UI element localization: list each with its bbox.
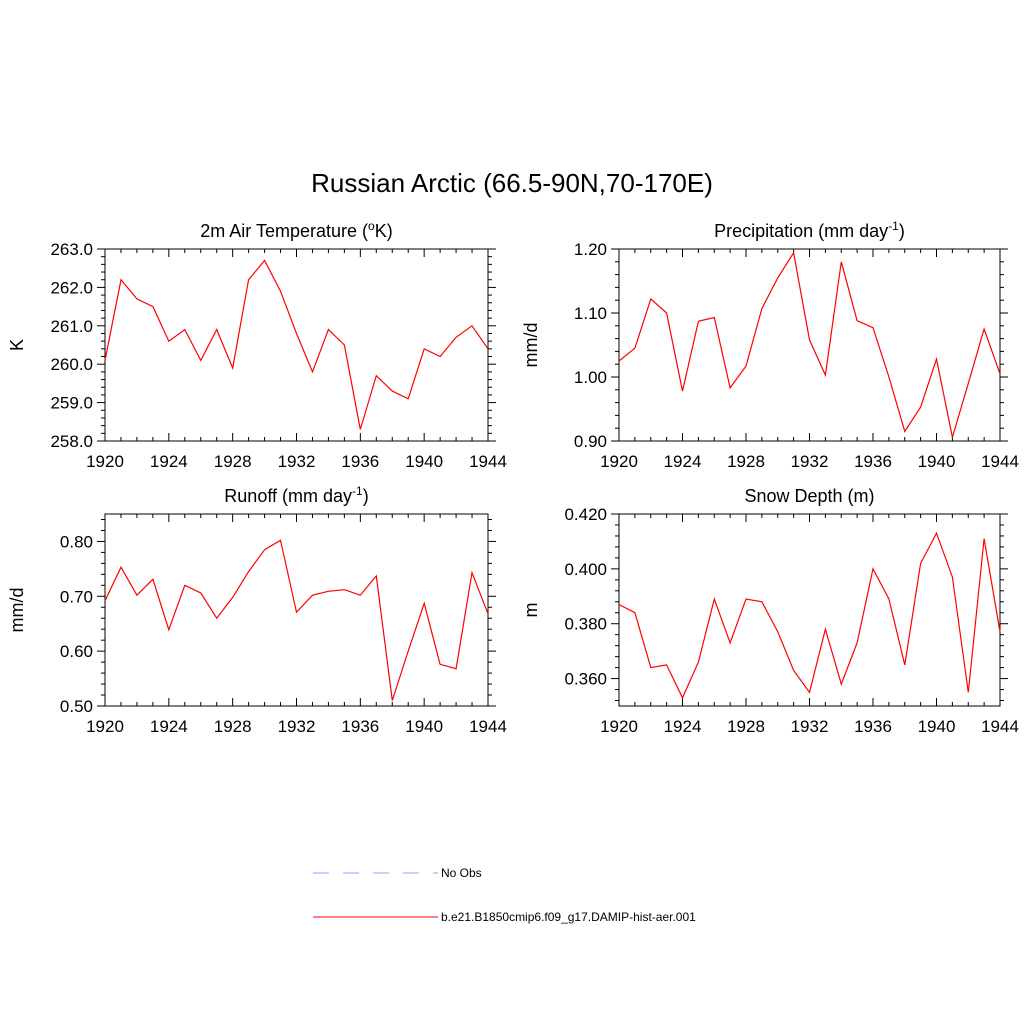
panel-title-text: Precipitation (mm day — [714, 221, 888, 241]
y-tick-label: 262.0 — [50, 278, 93, 297]
legend-label: No Obs — [441, 866, 482, 880]
panel-title: Precipitation (mm day-1) — [714, 219, 905, 241]
panel-1: 2m Air Temperature (oK) 1920 1924 1928 1932 1… — [7, 219, 507, 471]
series-line — [104, 259, 489, 430]
x-tick-label: 1928 — [727, 717, 765, 736]
plot-frame — [618, 513, 1001, 707]
y-tick-label: 0.90 — [574, 432, 607, 451]
series-line — [618, 531, 1001, 700]
x-tick-label: 1932 — [791, 452, 829, 471]
x-tick-label: 1936 — [341, 452, 379, 471]
x-tick-label: 1928 — [214, 717, 252, 736]
x-tick-label: 1932 — [278, 452, 316, 471]
y-tick-label: 258.0 — [50, 432, 93, 451]
plot-frame — [104, 248, 489, 442]
x-tick-label: 1940 — [405, 717, 443, 736]
y-tick-label: 1.00 — [574, 368, 607, 387]
y-tick-label: 260.0 — [50, 355, 93, 374]
x-tick-label: 1944 — [469, 717, 507, 736]
figure-title: Russian Arctic (66.5-90N,70-170E) — [311, 168, 713, 198]
panel-title: Snow Depth (m) — [744, 486, 874, 506]
y-tick-label: 1.10 — [574, 304, 607, 323]
panel-title-superscript: -1 — [352, 484, 363, 498]
legend-label: b.e21.B1850cmip6.f09_g17.DAMIP-hist-aer.… — [441, 910, 696, 924]
y-tick-label: 0.400 — [564, 560, 607, 579]
legend: No Obs b.e21.B1850cmip6.f09_g17.DAMIP-his… — [313, 866, 696, 924]
y-tick-label: 0.60 — [60, 642, 93, 661]
y-axis-label: K — [7, 339, 27, 351]
y-tick-label: 0.70 — [60, 587, 93, 606]
y-tick-label: 261.0 — [50, 317, 93, 336]
plot-frame — [618, 248, 1001, 442]
x-tick-label: 1920 — [600, 452, 638, 471]
x-tick-label: 1924 — [664, 452, 702, 471]
panel-title-text: Snow Depth (m) — [744, 486, 874, 506]
x-tick-label: 1936 — [854, 452, 892, 471]
x-tick-label: 1928 — [727, 452, 765, 471]
y-tick-label: 1.20 — [574, 240, 607, 259]
panel-title-text: Runoff (mm day — [224, 486, 352, 506]
x-tick-label: 1940 — [918, 717, 956, 736]
y-tick-label: 0.80 — [60, 532, 93, 551]
y-axis-label: mm/d — [521, 323, 541, 368]
y-tick-label: 0.50 — [60, 697, 93, 716]
x-tick-label: 1928 — [214, 452, 252, 471]
x-tick-label: 1920 — [86, 452, 124, 471]
panel-title-text: 2m Air Temperature ( — [200, 221, 368, 241]
x-tick-label: 1924 — [150, 452, 188, 471]
x-tick-label: 1940 — [405, 452, 443, 471]
x-tick-label: 1940 — [918, 452, 956, 471]
x-tick-label: 1932 — [791, 717, 829, 736]
panel-title-tail: ) — [899, 221, 905, 241]
y-tick-label: 0.360 — [564, 670, 607, 689]
x-tick-label: 1924 — [150, 717, 188, 736]
panel-4: Snow Depth (m) 1920 1924 1928 1932 1936 1940 19… — [521, 486, 1019, 736]
y-tick-label: 0.420 — [564, 505, 607, 524]
x-tick-label: 1936 — [854, 717, 892, 736]
panel-3: Runoff (mm day-1) 1920 1924 1928 1932 1936 194… — [7, 484, 507, 736]
y-tick-label: 0.380 — [564, 615, 607, 634]
x-tick-label: 1944 — [981, 717, 1019, 736]
x-tick-label: 1920 — [600, 717, 638, 736]
x-tick-label: 1936 — [341, 717, 379, 736]
x-tick-label: 1944 — [469, 452, 507, 471]
panel-title-tail: K) — [375, 221, 393, 241]
y-axis-label: m — [521, 603, 541, 618]
series-line — [104, 539, 489, 701]
panel-title: Runoff (mm day-1) — [224, 484, 368, 506]
panel-title-tail: ) — [363, 486, 369, 506]
y-axis-label: mm/d — [7, 588, 27, 633]
x-tick-label: 1924 — [664, 717, 702, 736]
x-tick-label: 1944 — [981, 452, 1019, 471]
y-tick-label: 263.0 — [50, 240, 93, 259]
panel-title-superscript: o — [368, 219, 375, 233]
series-line — [618, 251, 1001, 438]
y-tick-label: 259.0 — [50, 394, 93, 413]
panel-title-superscript: -1 — [888, 219, 899, 233]
panel-2: Precipitation (mm day-1) 1920 1924 1928 1932… — [521, 219, 1019, 471]
x-tick-label: 1932 — [278, 717, 316, 736]
panel-title: 2m Air Temperature (oK) — [200, 219, 392, 241]
x-tick-label: 1920 — [86, 717, 124, 736]
